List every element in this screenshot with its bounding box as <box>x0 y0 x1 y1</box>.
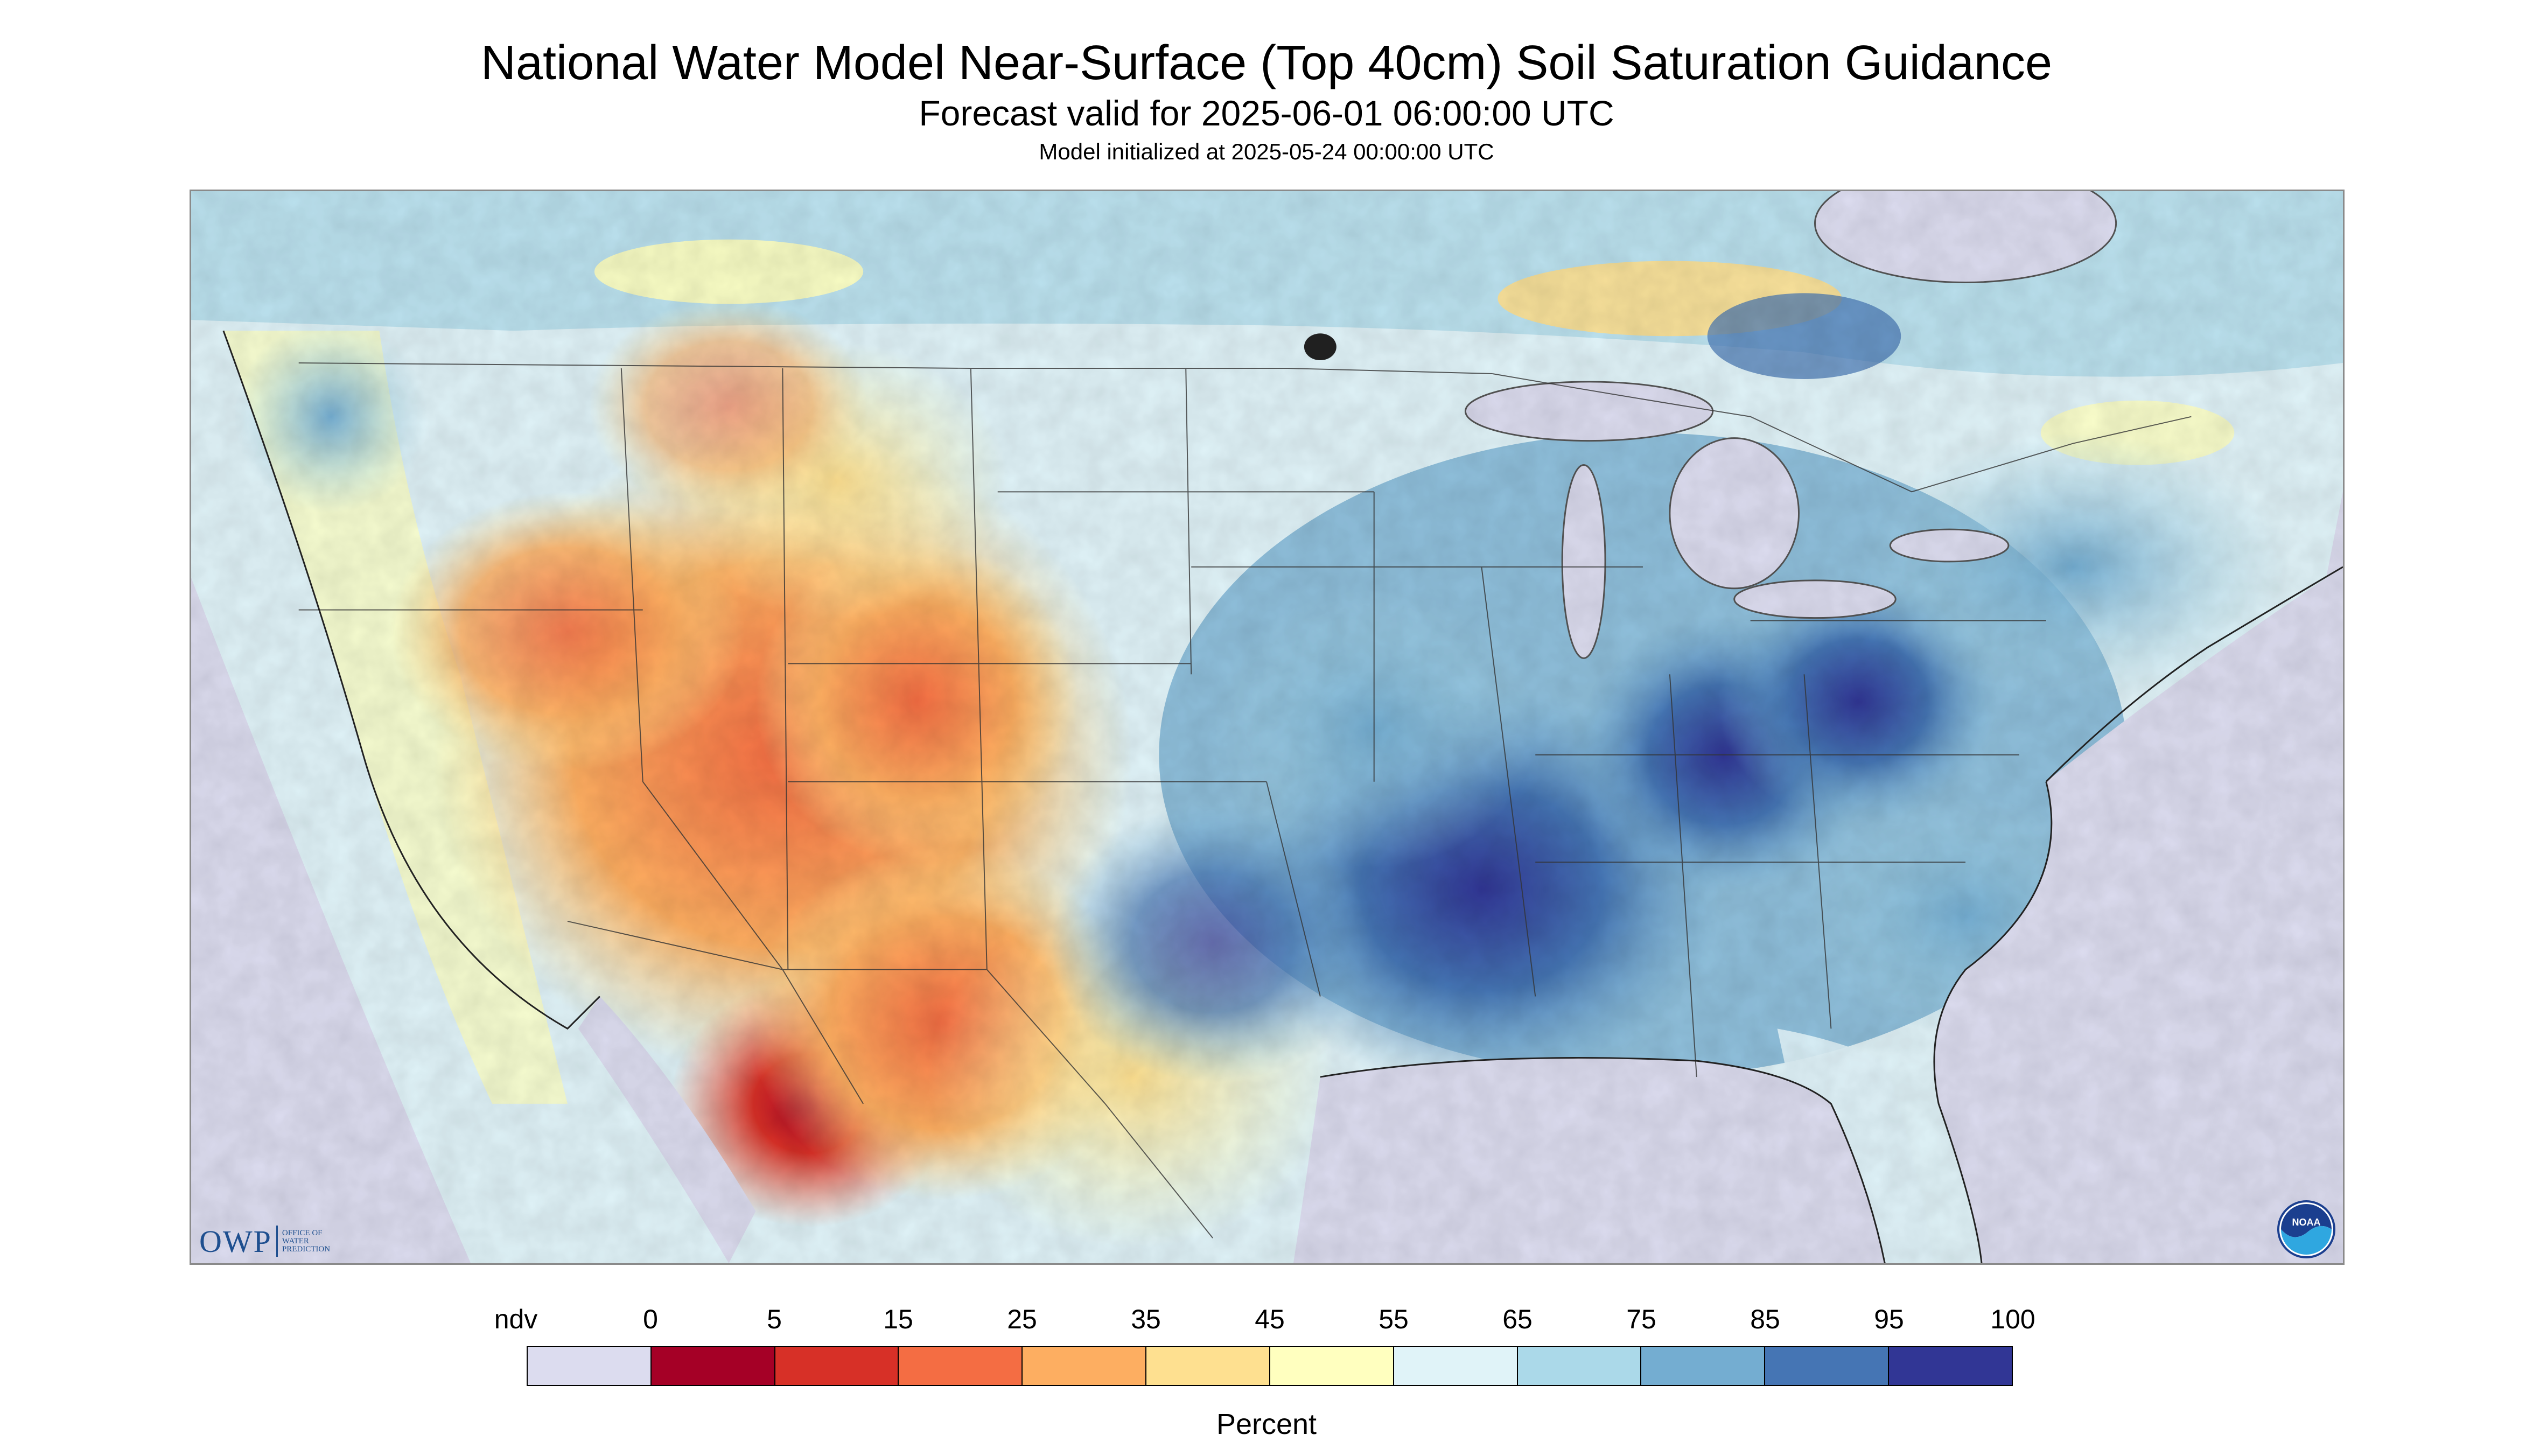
legend-swatch-10 <box>1765 1347 1890 1385</box>
owp-logo-text: OFFICE OF WATER PREDICTION <box>282 1228 331 1254</box>
forecast-valid-subtitle: Forecast valid for 2025-06-01 06:00:00 U… <box>919 93 1614 133</box>
legend-tick-label: 25 <box>1007 1304 1037 1334</box>
legend-swatch-5 <box>1146 1347 1270 1385</box>
legend-swatch-8 <box>1517 1347 1642 1385</box>
legend-tick-label: 75 <box>1626 1304 1656 1334</box>
legend-swatch-0 <box>528 1347 652 1385</box>
legend-unit-label: Percent <box>1216 1408 1317 1440</box>
legend-tick-label: 95 <box>1874 1304 1904 1334</box>
legend-swatch-3 <box>899 1347 1023 1385</box>
map-title: National Water Model Near-Surface (Top 4… <box>480 36 2052 90</box>
coastlines <box>222 330 2343 1263</box>
owp-logo-divider <box>276 1226 278 1257</box>
legend-swatch-7 <box>1394 1347 1518 1385</box>
legend-tick-label: 15 <box>883 1304 913 1334</box>
legend-tick-label: ndv <box>494 1304 538 1334</box>
owp-logo-letters: OWP <box>199 1223 272 1259</box>
color-legend <box>527 1346 2013 1386</box>
legend-tick-label: 65 <box>1502 1304 1533 1334</box>
legend-tick-label: 85 <box>1750 1304 1780 1334</box>
map-frame <box>190 190 2345 1265</box>
legend-tick-label: 100 <box>1990 1304 2035 1334</box>
legend-tick-label: 55 <box>1379 1304 1409 1334</box>
owp-logo: OWP OFFICE OF WATER PREDICTION <box>199 1222 330 1260</box>
soil-saturation-map <box>191 191 2343 1263</box>
legend-swatch-9 <box>1641 1347 1766 1385</box>
legend-swatch-11 <box>1889 1347 2012 1385</box>
legend-tick-label: 0 <box>643 1304 658 1334</box>
legend-tick-label: 35 <box>1131 1304 1161 1334</box>
state-borders <box>298 362 2192 1238</box>
legend-tick-label: 5 <box>767 1304 782 1334</box>
model-init-line: Model initialized at 2025-05-24 00:00:00… <box>1039 139 1494 164</box>
legend-swatch-4 <box>1023 1347 1147 1385</box>
legend-swatch-6 <box>1270 1347 1394 1385</box>
legend-swatch-2 <box>775 1347 899 1385</box>
noaa-logo: NOAA <box>2277 1200 2335 1258</box>
legend-tick-label: 45 <box>1255 1304 1285 1334</box>
noaa-logo-text: NOAA <box>2292 1217 2321 1228</box>
legend-swatch-1 <box>651 1347 775 1385</box>
